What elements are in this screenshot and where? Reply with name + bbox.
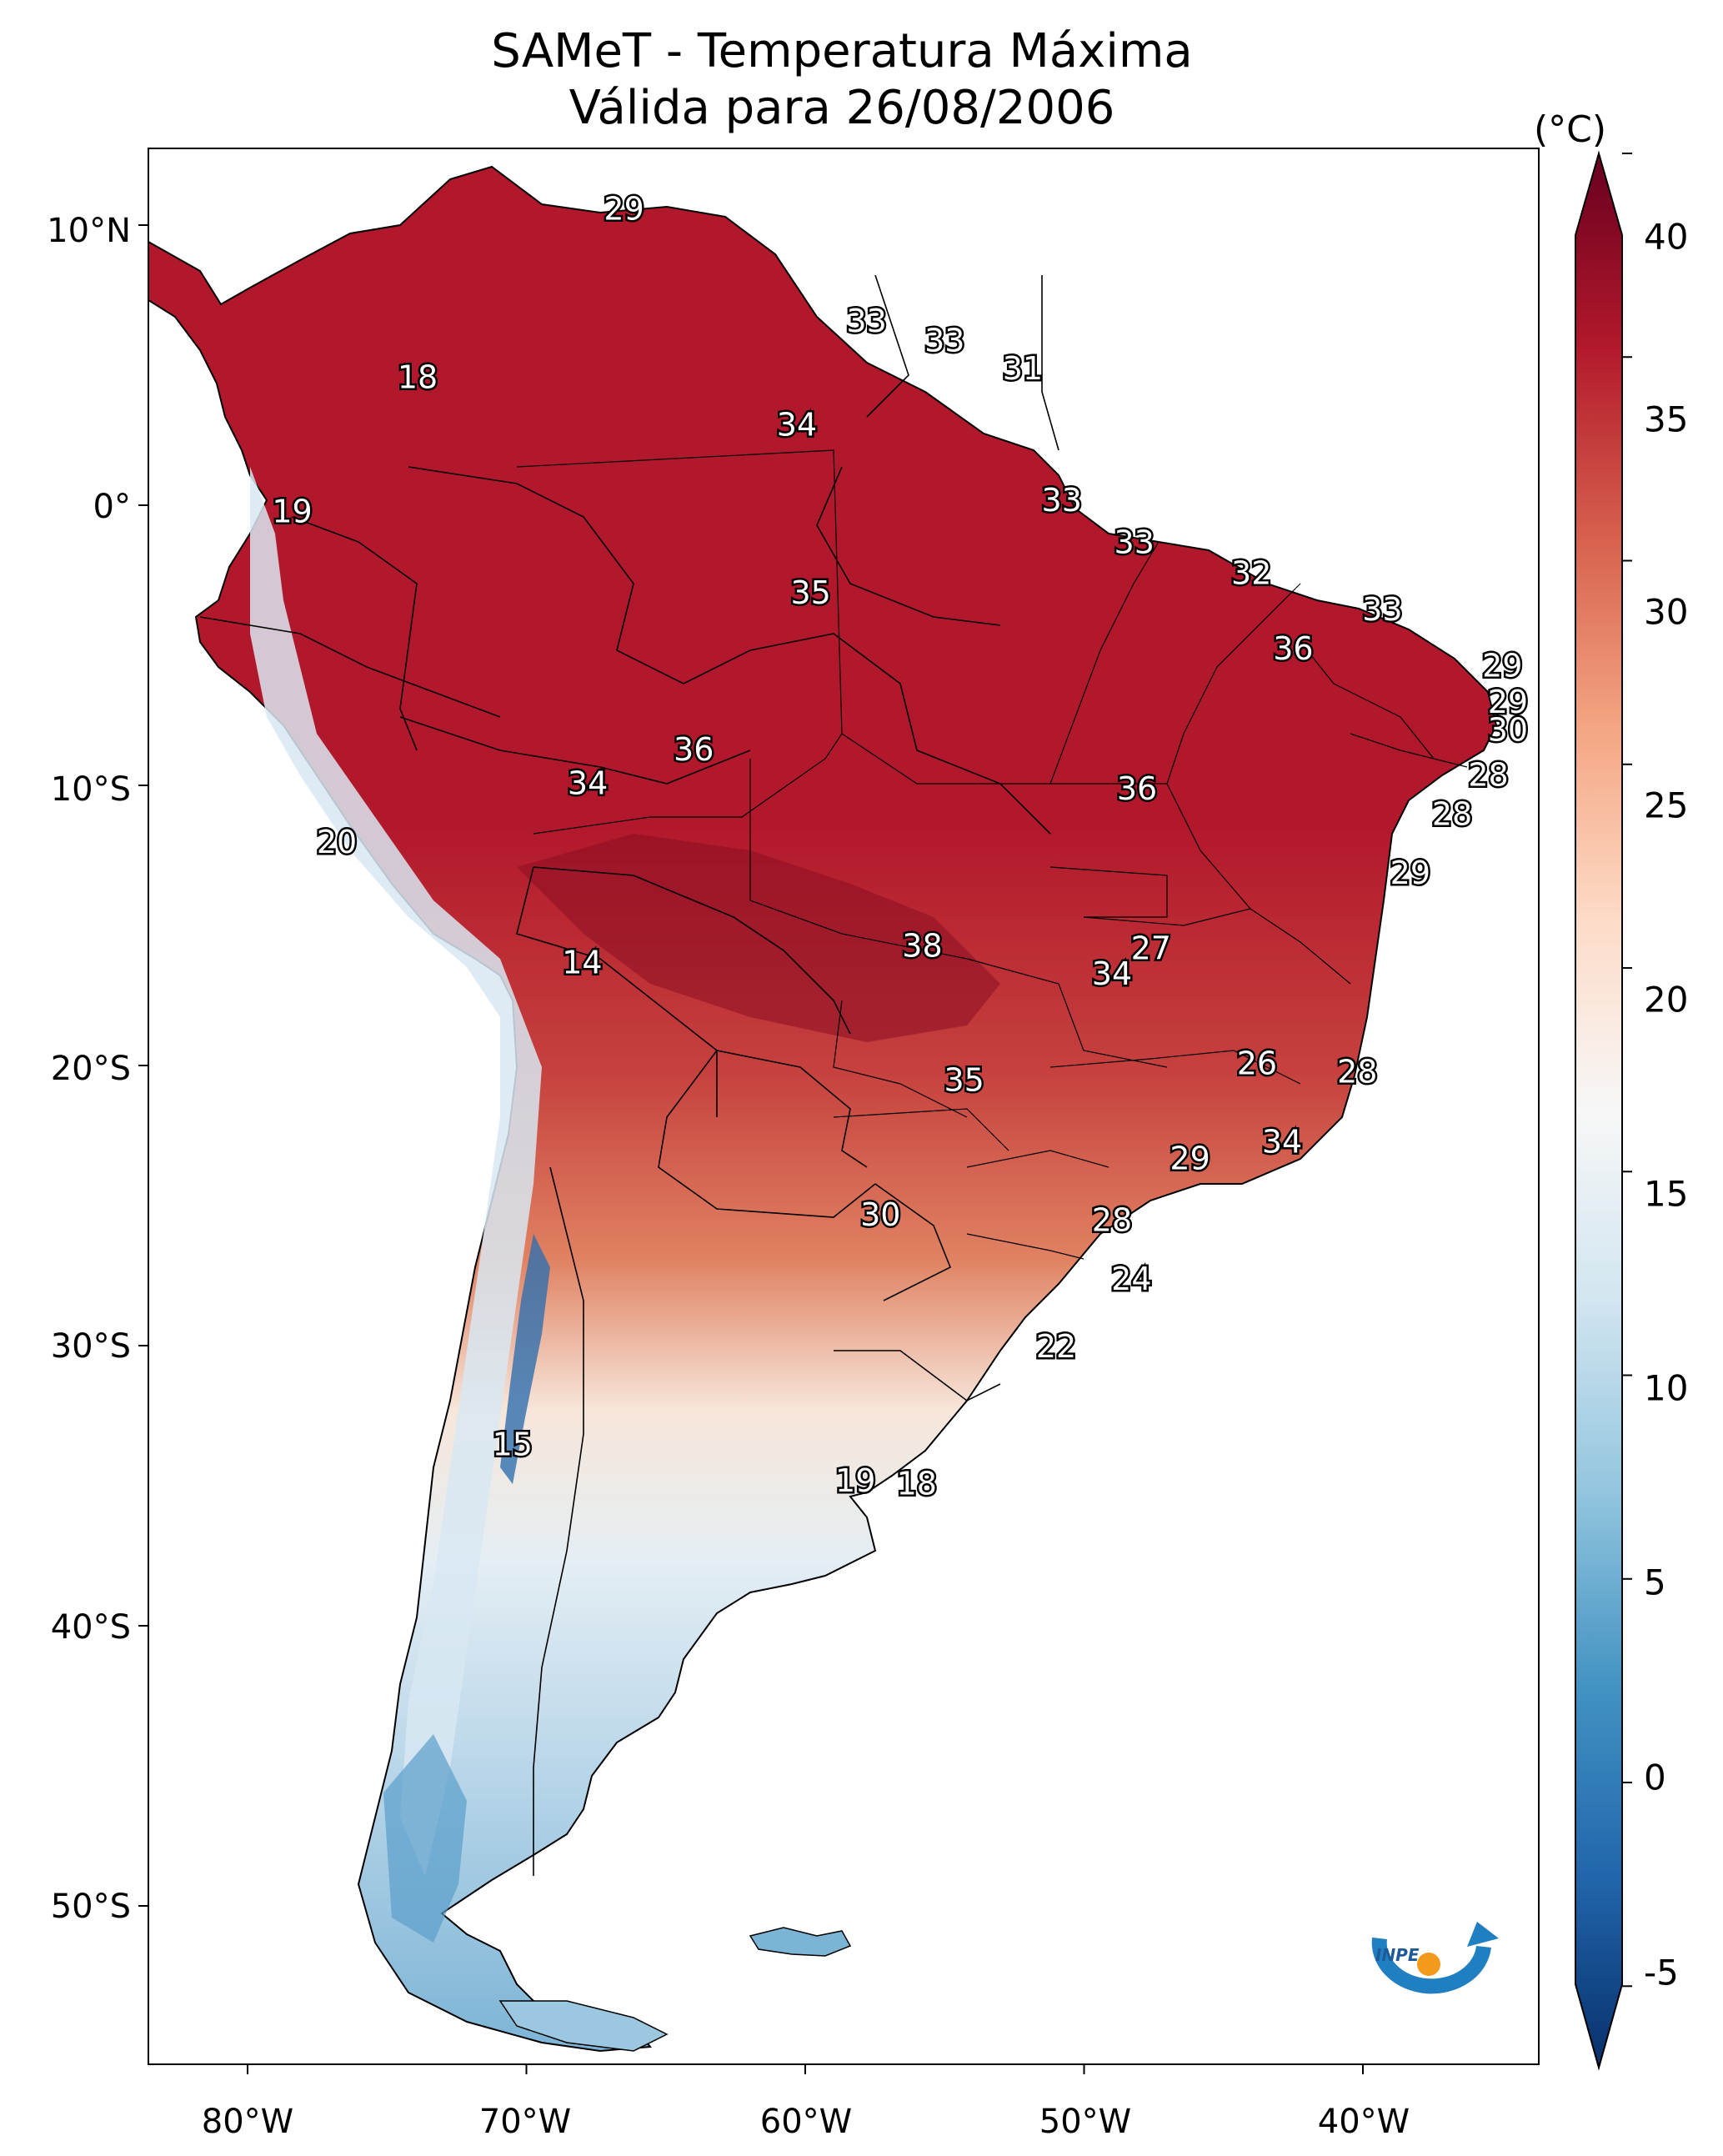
lon-label-80w: 80°W (201, 2103, 294, 2141)
temperature-value-15: 30 (1488, 712, 1528, 749)
temperature-value-7: 19 (272, 494, 312, 530)
colorbar-tick-35: 35 (1644, 399, 1689, 440)
state-borders (516, 449, 1468, 1260)
colorbar-tick-30: 30 (1644, 591, 1689, 633)
central-warm-core (517, 834, 1000, 1042)
title-line-2: Válida para 26/08/2006 (568, 81, 1115, 135)
temperature-value-34: 24 (1111, 1261, 1151, 1297)
temperature-value-2: 33 (924, 323, 964, 359)
temperature-value-4: 18 (398, 358, 438, 395)
temperature-value-35: 22 (1036, 1328, 1076, 1365)
temperature-value-13: 29 (1482, 647, 1522, 684)
temperature-value-24: 27 (1131, 930, 1171, 967)
inpe-logo: INPE (1371, 1922, 1499, 1994)
colorbar-tick-neg5: -5 (1644, 1952, 1679, 1993)
lat-label-0: 0° (93, 488, 131, 526)
temperature-value-3: 31 (1003, 350, 1043, 387)
colorbar-unit: (°C) (1534, 108, 1607, 151)
lon-label-60w: 60°W (759, 2103, 853, 2141)
temperature-value-18: 34 (568, 765, 608, 802)
temperature-value-9: 32 (1231, 555, 1271, 592)
temperature-value-14: 29 (1488, 684, 1528, 720)
lat-label-50s: 50°S (50, 1888, 131, 1926)
colorbar-tick-20: 20 (1644, 979, 1689, 1020)
temperature-value-22: 29 (1390, 855, 1430, 891)
temperature-value-21: 20 (317, 824, 357, 860)
colorbar-tick-15: 15 (1644, 1173, 1689, 1215)
temperature-value-26: 34 (1092, 955, 1132, 992)
temperature-value-17: 28 (1468, 756, 1508, 793)
colorbar (1575, 150, 1632, 2071)
temperature-value-11: 33 (1362, 591, 1402, 628)
title-line-1: SAMeT - Temperatura Máxima (491, 24, 1193, 78)
temperature-value-23: 38 (902, 927, 942, 964)
lat-label-30s: 30°S (50, 1327, 131, 1366)
lon-label-40w: 40°W (1317, 2103, 1410, 2141)
temperature-value-12: 36 (1273, 630, 1313, 667)
temperature-value-8: 33 (1114, 524, 1155, 561)
colorbar-body (1575, 150, 1623, 2071)
temperature-value-5: 34 (777, 406, 817, 443)
inpe-logo-arrow-icon (1467, 1922, 1499, 1947)
lat-label-10s: 10°S (50, 770, 131, 809)
temperature-value-29: 35 (944, 1062, 984, 1099)
colorbar-tick-25: 25 (1644, 785, 1689, 826)
temperature-value-10: 35 (791, 574, 831, 611)
temperature-value-28: 28 (1337, 1054, 1377, 1091)
colorbar-tick-10: 10 (1644, 1367, 1689, 1409)
temperature-value-20: 28 (1432, 795, 1472, 832)
lat-label-40s: 40°S (50, 1608, 131, 1647)
inpe-logo-arc (1371, 1937, 1491, 1994)
lon-label-70w: 70°W (478, 2103, 572, 2141)
lon-label-50w: 50°W (1039, 2103, 1132, 2141)
temperature-value-33: 28 (1092, 1202, 1132, 1239)
andes-cold-core (500, 1234, 550, 1484)
map-title: SAMeT - Temperatura Máxima Válida para 2… (150, 23, 1534, 137)
axis-ticks (138, 224, 1364, 2074)
patagonia-cold-zone (383, 1734, 467, 1943)
tierra-del-fuego-islands (498, 2000, 669, 2052)
colorbar-tick-40: 40 (1644, 216, 1689, 258)
temperature-value-19: 36 (1117, 770, 1157, 807)
colorbar-ticks (1622, 153, 1632, 1988)
temperature-value-30: 34 (1262, 1124, 1302, 1161)
temperature-value-1: 33 (846, 303, 886, 339)
inpe-logo-text: INPE (1375, 1945, 1420, 1965)
inpe-logo-dot (1417, 1953, 1440, 1976)
temperature-value-27: 26 (1237, 1045, 1277, 1082)
falkland-islands (749, 1927, 852, 1957)
temperature-value-31: 29 (1170, 1141, 1210, 1177)
country-borders (199, 274, 1059, 1876)
map-border (148, 148, 1540, 2065)
temperature-value-0: 29 (604, 191, 644, 228)
temperature-value-38: 18 (897, 1466, 937, 1502)
lat-label-10n: 10°N (47, 212, 131, 250)
lat-label-20s: 20°S (50, 1050, 131, 1088)
colorbar-tick-5: 5 (1644, 1562, 1666, 1603)
andes-cool-band (250, 467, 542, 1876)
temperature-value-37: 19 (835, 1462, 875, 1499)
temperature-value-25: 14 (562, 945, 602, 981)
temperature-value-16: 36 (674, 731, 714, 768)
colorbar-tick-0: 0 (1644, 1757, 1666, 1798)
temperature-value-32: 30 (860, 1196, 900, 1233)
temperature-value-36: 15 (493, 1426, 533, 1462)
temperature-value-6: 33 (1042, 482, 1082, 519)
south-america-landmass (148, 165, 1498, 2053)
